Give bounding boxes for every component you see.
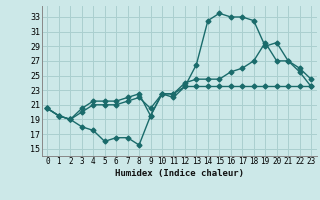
X-axis label: Humidex (Indice chaleur): Humidex (Indice chaleur) xyxy=(115,169,244,178)
